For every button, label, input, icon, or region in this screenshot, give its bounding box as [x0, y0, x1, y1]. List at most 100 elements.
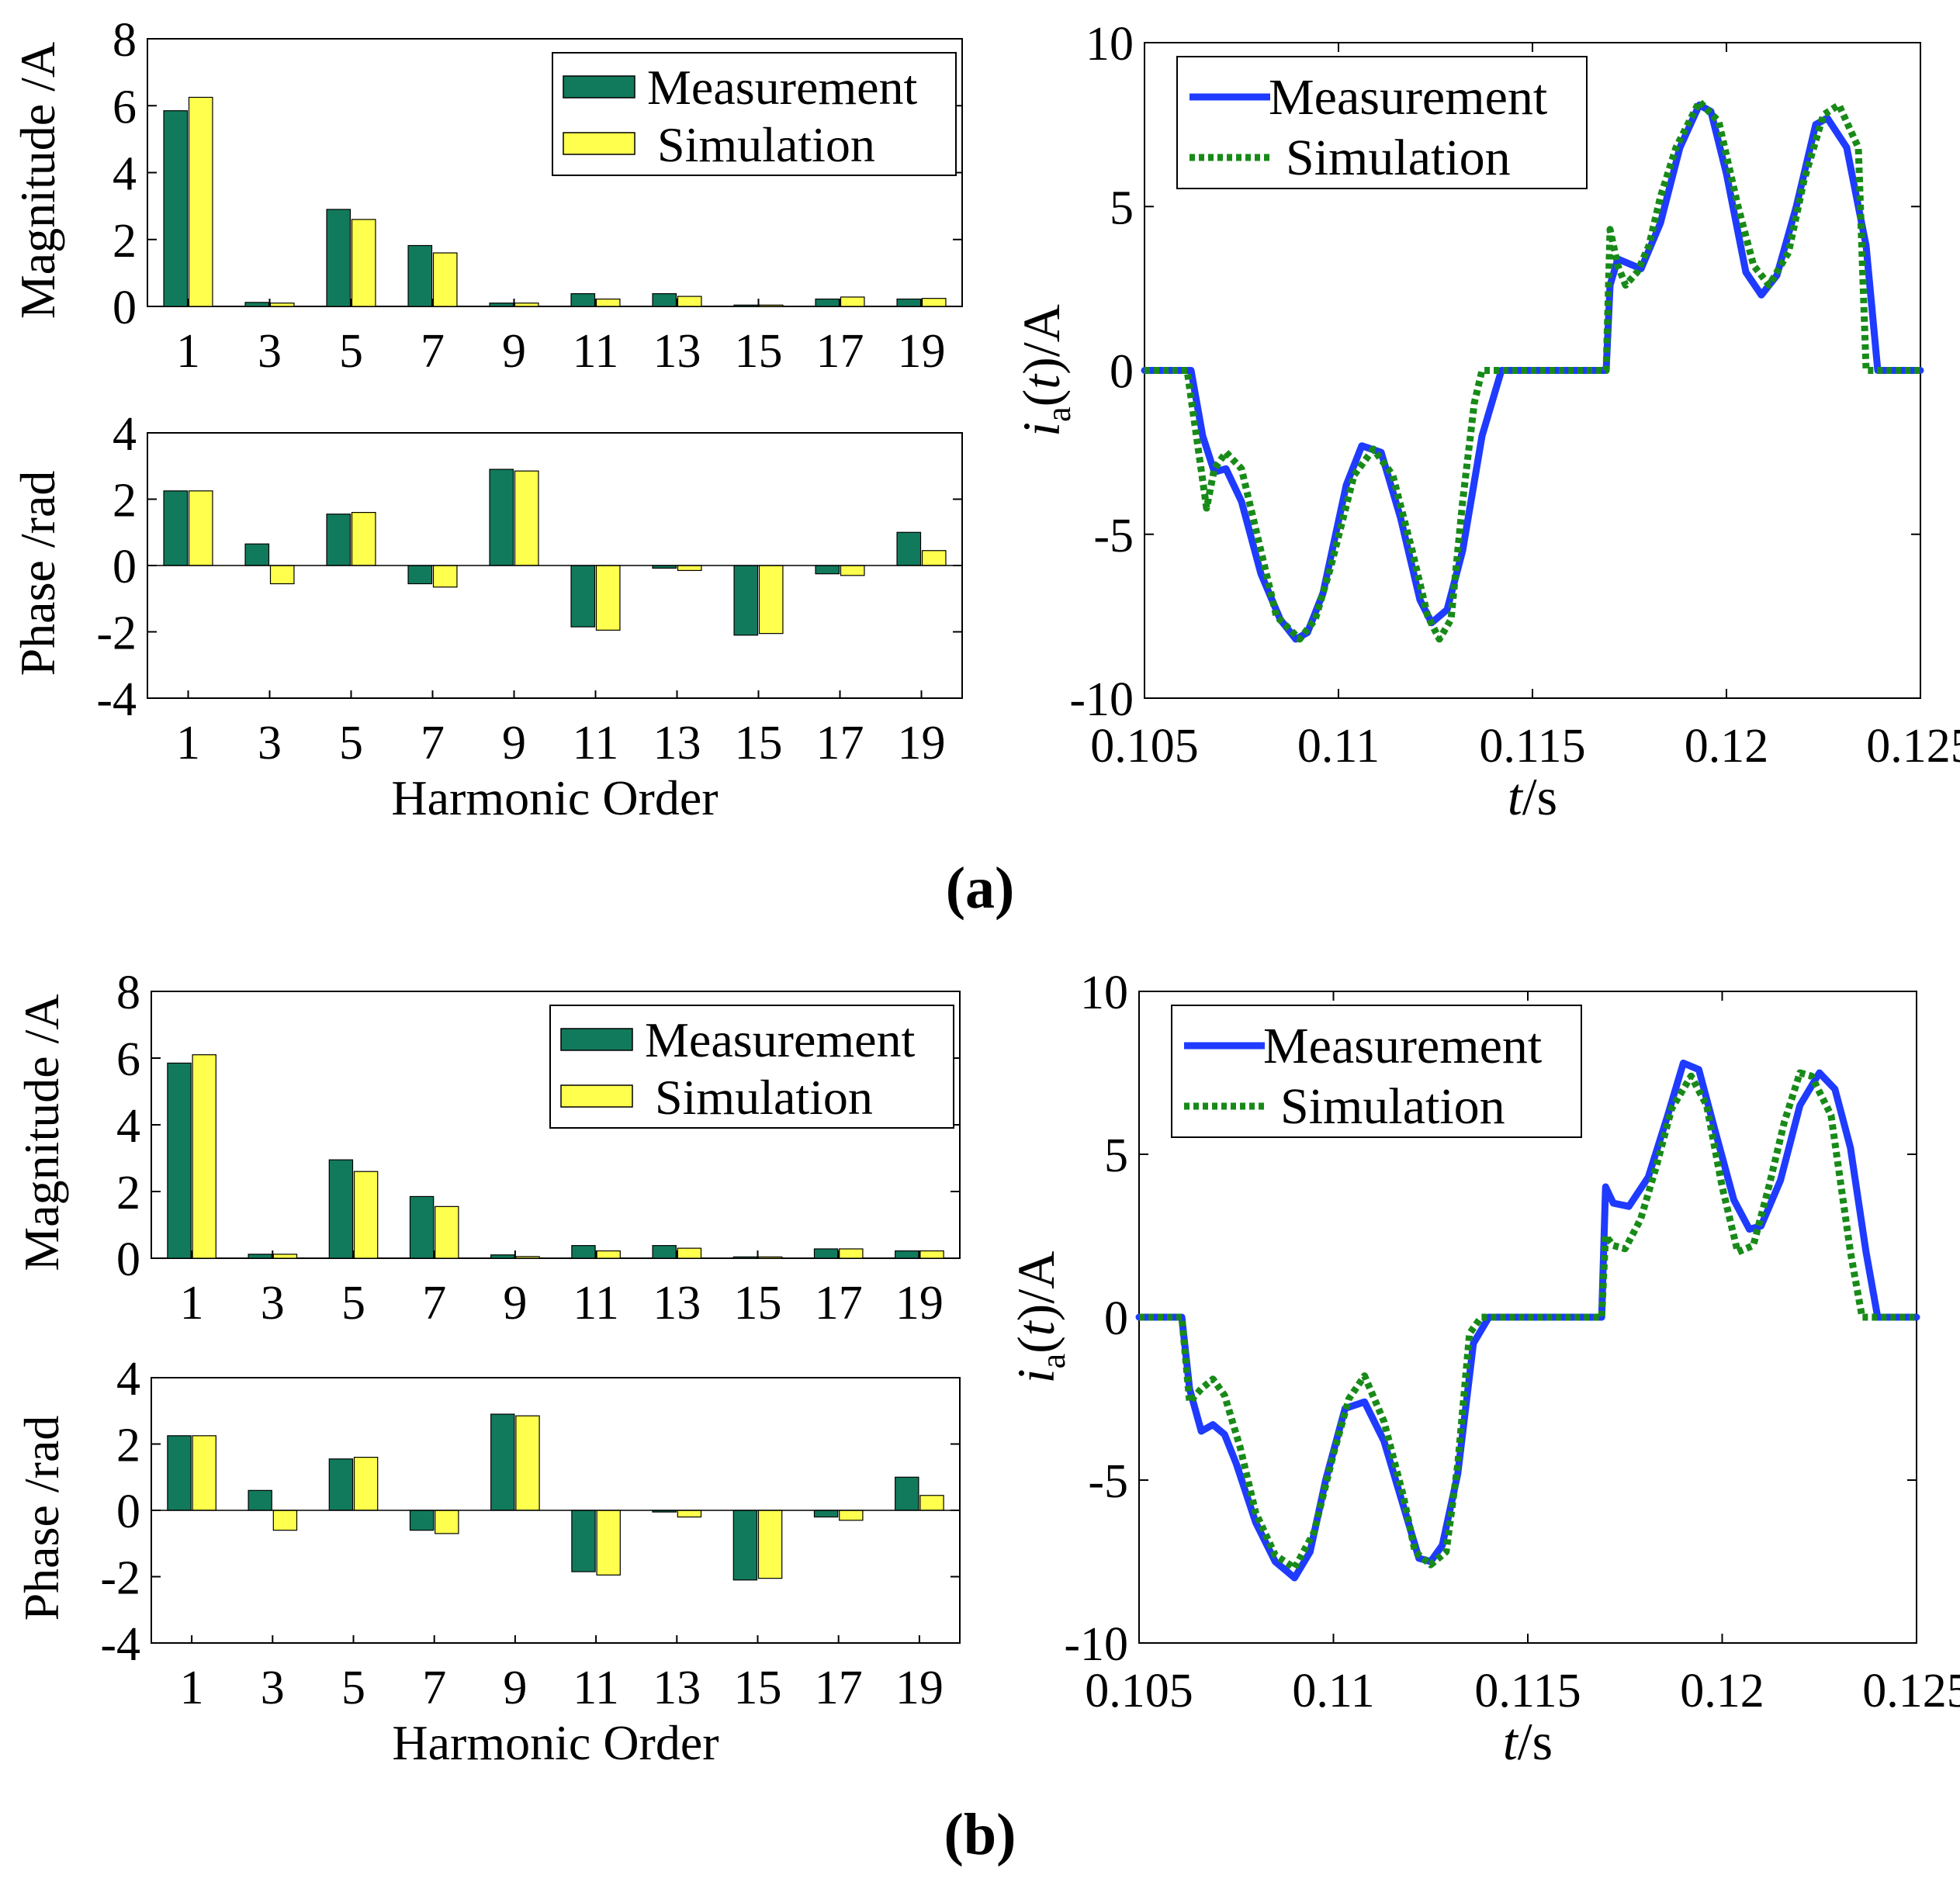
b-current-xtick-label: 0.125: [1862, 1665, 1960, 1717]
b-phase-xtick-label: 17: [815, 1662, 863, 1714]
b-phase-ytick-label: 0: [116, 1486, 140, 1538]
a-magnitude-bar-measurement: [489, 303, 514, 307]
b-current-ylabel-part: t: [1006, 1320, 1065, 1336]
b-phase-bar-simulation: [919, 1495, 944, 1511]
a-phase-bar-simulation: [432, 565, 458, 588]
b-magnitude-bar-simulation: [435, 1205, 459, 1259]
b-phase-bar-measurement: [813, 1510, 839, 1518]
b-phase-bar-simulation: [353, 1456, 379, 1511]
b-magnitude-bar-simulation: [919, 1250, 944, 1259]
b-current-ylabel-part: i: [1006, 1368, 1065, 1383]
a-magnitude-ytick-label: 8: [113, 14, 137, 67]
a-current-xlabel-var: t: [1508, 767, 1524, 826]
b-phase-bar-simulation: [515, 1415, 540, 1511]
b-current-xlabel-var: t: [1503, 1712, 1519, 1771]
a-phase-ytick-label: 4: [113, 408, 137, 461]
b-phase-bar-measurement: [248, 1489, 272, 1511]
b-phase-bar-simulation: [677, 1510, 702, 1518]
b-phase-bar-simulation: [435, 1510, 459, 1534]
a-magnitude-bar-simulation: [758, 304, 784, 307]
a-magnitude-bar-measurement: [652, 293, 677, 307]
a-magnitude-ytick-label: 2: [113, 215, 137, 268]
b-current-xlabel: t/s: [1503, 1712, 1553, 1771]
b-phase-bar-measurement: [895, 1476, 919, 1511]
a-phase-bar-measurement: [244, 543, 270, 566]
b-phase-ytick-label: 4: [116, 1353, 140, 1406]
b-magnitude-bar-simulation: [192, 1054, 216, 1259]
b-current-legend-box: [1171, 1005, 1582, 1138]
b-magnitude-xtick-label: 7: [422, 1277, 446, 1330]
b-phase-xtick-label: 13: [653, 1662, 701, 1714]
a-phase-ytick-label: 2: [113, 475, 137, 527]
a-current-ylabel: ia(t)/A: [1012, 304, 1078, 437]
b-phase-xtick-label: 11: [573, 1662, 619, 1714]
b-magnitude-bar-measurement: [652, 1245, 677, 1259]
b-current-xtick-label: 0.115: [1474, 1665, 1581, 1717]
a-magnitude-legend-swatch-simulation: [563, 132, 635, 155]
b-magnitude-bar-measurement: [167, 1062, 192, 1259]
b-phase-bar-measurement: [328, 1458, 354, 1511]
a-magnitude-bar-simulation: [432, 252, 458, 307]
a-current-xtick-label: 0.115: [1479, 720, 1585, 773]
a-magnitude-bar-simulation: [514, 303, 539, 307]
a-current-ylabel-part: i: [1012, 422, 1071, 437]
b-current-xlabel-unit: /s: [1518, 1712, 1553, 1771]
a-current-ylabel-part: (: [1012, 389, 1071, 407]
a-magnitude-ylabel: Magnitude /A: [10, 42, 65, 319]
b-magnitude-bar-simulation: [596, 1250, 621, 1259]
b-magnitude-bar-measurement: [571, 1245, 596, 1259]
a-phase-ytick-label: -4: [96, 673, 137, 726]
a-phase-bar-simulation: [351, 511, 376, 566]
a-magnitude-bar-simulation: [595, 298, 621, 307]
b-phase-xtick-label: 7: [422, 1662, 446, 1714]
a-phase-bar-simulation: [188, 490, 213, 566]
a-magnitude-bar-simulation: [269, 303, 295, 307]
b-magnitude-legend-swatch-measurement: [560, 1028, 633, 1051]
b-current-ytick-label: 0: [1104, 1292, 1128, 1345]
a-current-xtick-label: 0.105: [1090, 720, 1199, 773]
a-phase-bar-simulation: [840, 565, 865, 576]
a-magnitude-bar-measurement: [733, 304, 759, 307]
a-magnitude-bar-measurement: [896, 298, 922, 307]
a-phase-bar-simulation: [921, 550, 947, 566]
a-phase-xtick-label: 3: [258, 717, 282, 770]
a-magnitude-bar-measurement: [163, 110, 189, 307]
a-magnitude-bar-simulation: [677, 296, 702, 307]
a-magnitude-xtick-label: 5: [339, 325, 363, 378]
a-current-ytick-label: 0: [1110, 346, 1134, 399]
a-phase-bar-measurement: [163, 490, 189, 566]
b-magnitude-xtick-label: 15: [734, 1277, 782, 1330]
b-current-legend-label-simulation: Simulation: [1280, 1078, 1505, 1135]
a-phase-bar-measurement: [489, 469, 514, 566]
b-phase-bar-measurement: [490, 1413, 515, 1511]
a-phase-xtick-label: 9: [502, 717, 526, 770]
a-phase-xtick-label: 15: [735, 717, 783, 770]
a-magnitude-xtick-label: 11: [573, 325, 619, 378]
b-magnitude-xtick-label: 1: [180, 1277, 204, 1330]
a-phase-xtick-label: 5: [339, 717, 363, 770]
b-phase-bar-simulation: [839, 1510, 864, 1521]
b-current-ytick-label: -5: [1088, 1455, 1128, 1508]
a-magnitude-xtick-label: 19: [898, 325, 946, 378]
b-current-xtick-label: 0.11: [1292, 1665, 1374, 1717]
a-current-xtick-label: 0.11: [1297, 720, 1380, 773]
a-phase-ytick-label: -2: [96, 607, 137, 660]
b-magnitude-bar-measurement: [813, 1248, 839, 1259]
a-magnitude-xtick-label: 9: [502, 325, 526, 378]
b-current-line-simulation: [1139, 1069, 1917, 1572]
a-phase-ytick-label: 0: [113, 541, 137, 593]
a-current-ytick-label: 10: [1086, 18, 1134, 71]
a-phase-xtick-label: 7: [421, 717, 445, 770]
b-magnitude-xtick-label: 3: [261, 1277, 285, 1330]
a-magnitude-bar-measurement: [570, 293, 596, 307]
b-magnitude-ytick-label: 2: [116, 1167, 140, 1219]
b-magnitude-xtick-label: 11: [573, 1277, 619, 1330]
a-magnitude-bar-measurement: [326, 209, 351, 307]
b-magnitude-bar-simulation: [272, 1254, 298, 1259]
b-magnitude-legend-label-measurement: Measurement: [645, 1012, 916, 1067]
b-current-ytick-label: -10: [1064, 1618, 1128, 1671]
b-phase-bar-measurement: [571, 1510, 596, 1572]
b-magnitude-ytick-label: 8: [116, 967, 140, 1019]
